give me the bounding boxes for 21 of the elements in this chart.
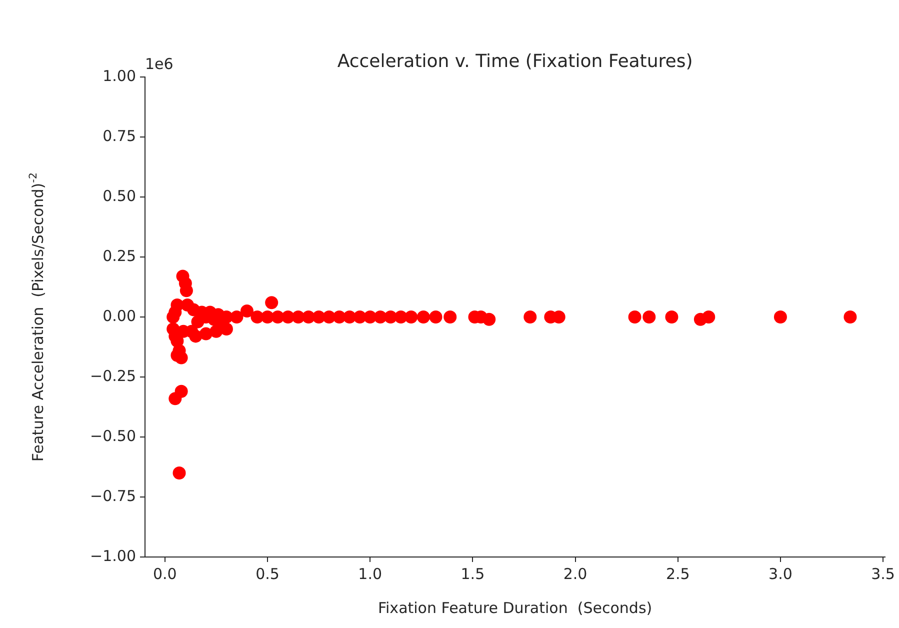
y-tick-label: −0.50	[90, 426, 136, 445]
text: 1e6	[145, 55, 174, 73]
x-tick-label: 1.0	[358, 564, 382, 583]
y-tick-label: 1.00	[102, 66, 136, 85]
y-tick-label: 0.75	[102, 126, 136, 145]
y-tick-label: −0.25	[90, 366, 136, 385]
x-tick-label: 0.5	[256, 564, 280, 583]
y-tick-label: 0.00	[102, 306, 136, 325]
y-tick-label: 0.50	[102, 186, 136, 205]
x-tick-label: 2.5	[666, 564, 690, 583]
x-tick-label: 0.0	[152, 564, 177, 583]
chart-title: Acceleration v. Time (Fixation Features)	[337, 51, 693, 72]
x-tick-label: 2.0	[563, 564, 588, 583]
y-tick-label: −1.00	[90, 546, 136, 565]
x-tick-label: 3.0	[768, 564, 792, 583]
x-tick-label: 1.5	[460, 564, 485, 583]
x-axis-title: Fixation Feature Duration (Seconds)	[378, 599, 652, 617]
x-tick-label: 3.5	[871, 564, 895, 583]
y-axis-title: Feature Acceleration (Pixels/Second)-2	[27, 172, 47, 462]
y-tick-label: 0.25	[102, 246, 136, 265]
y-tick-label: −0.75	[90, 486, 136, 505]
